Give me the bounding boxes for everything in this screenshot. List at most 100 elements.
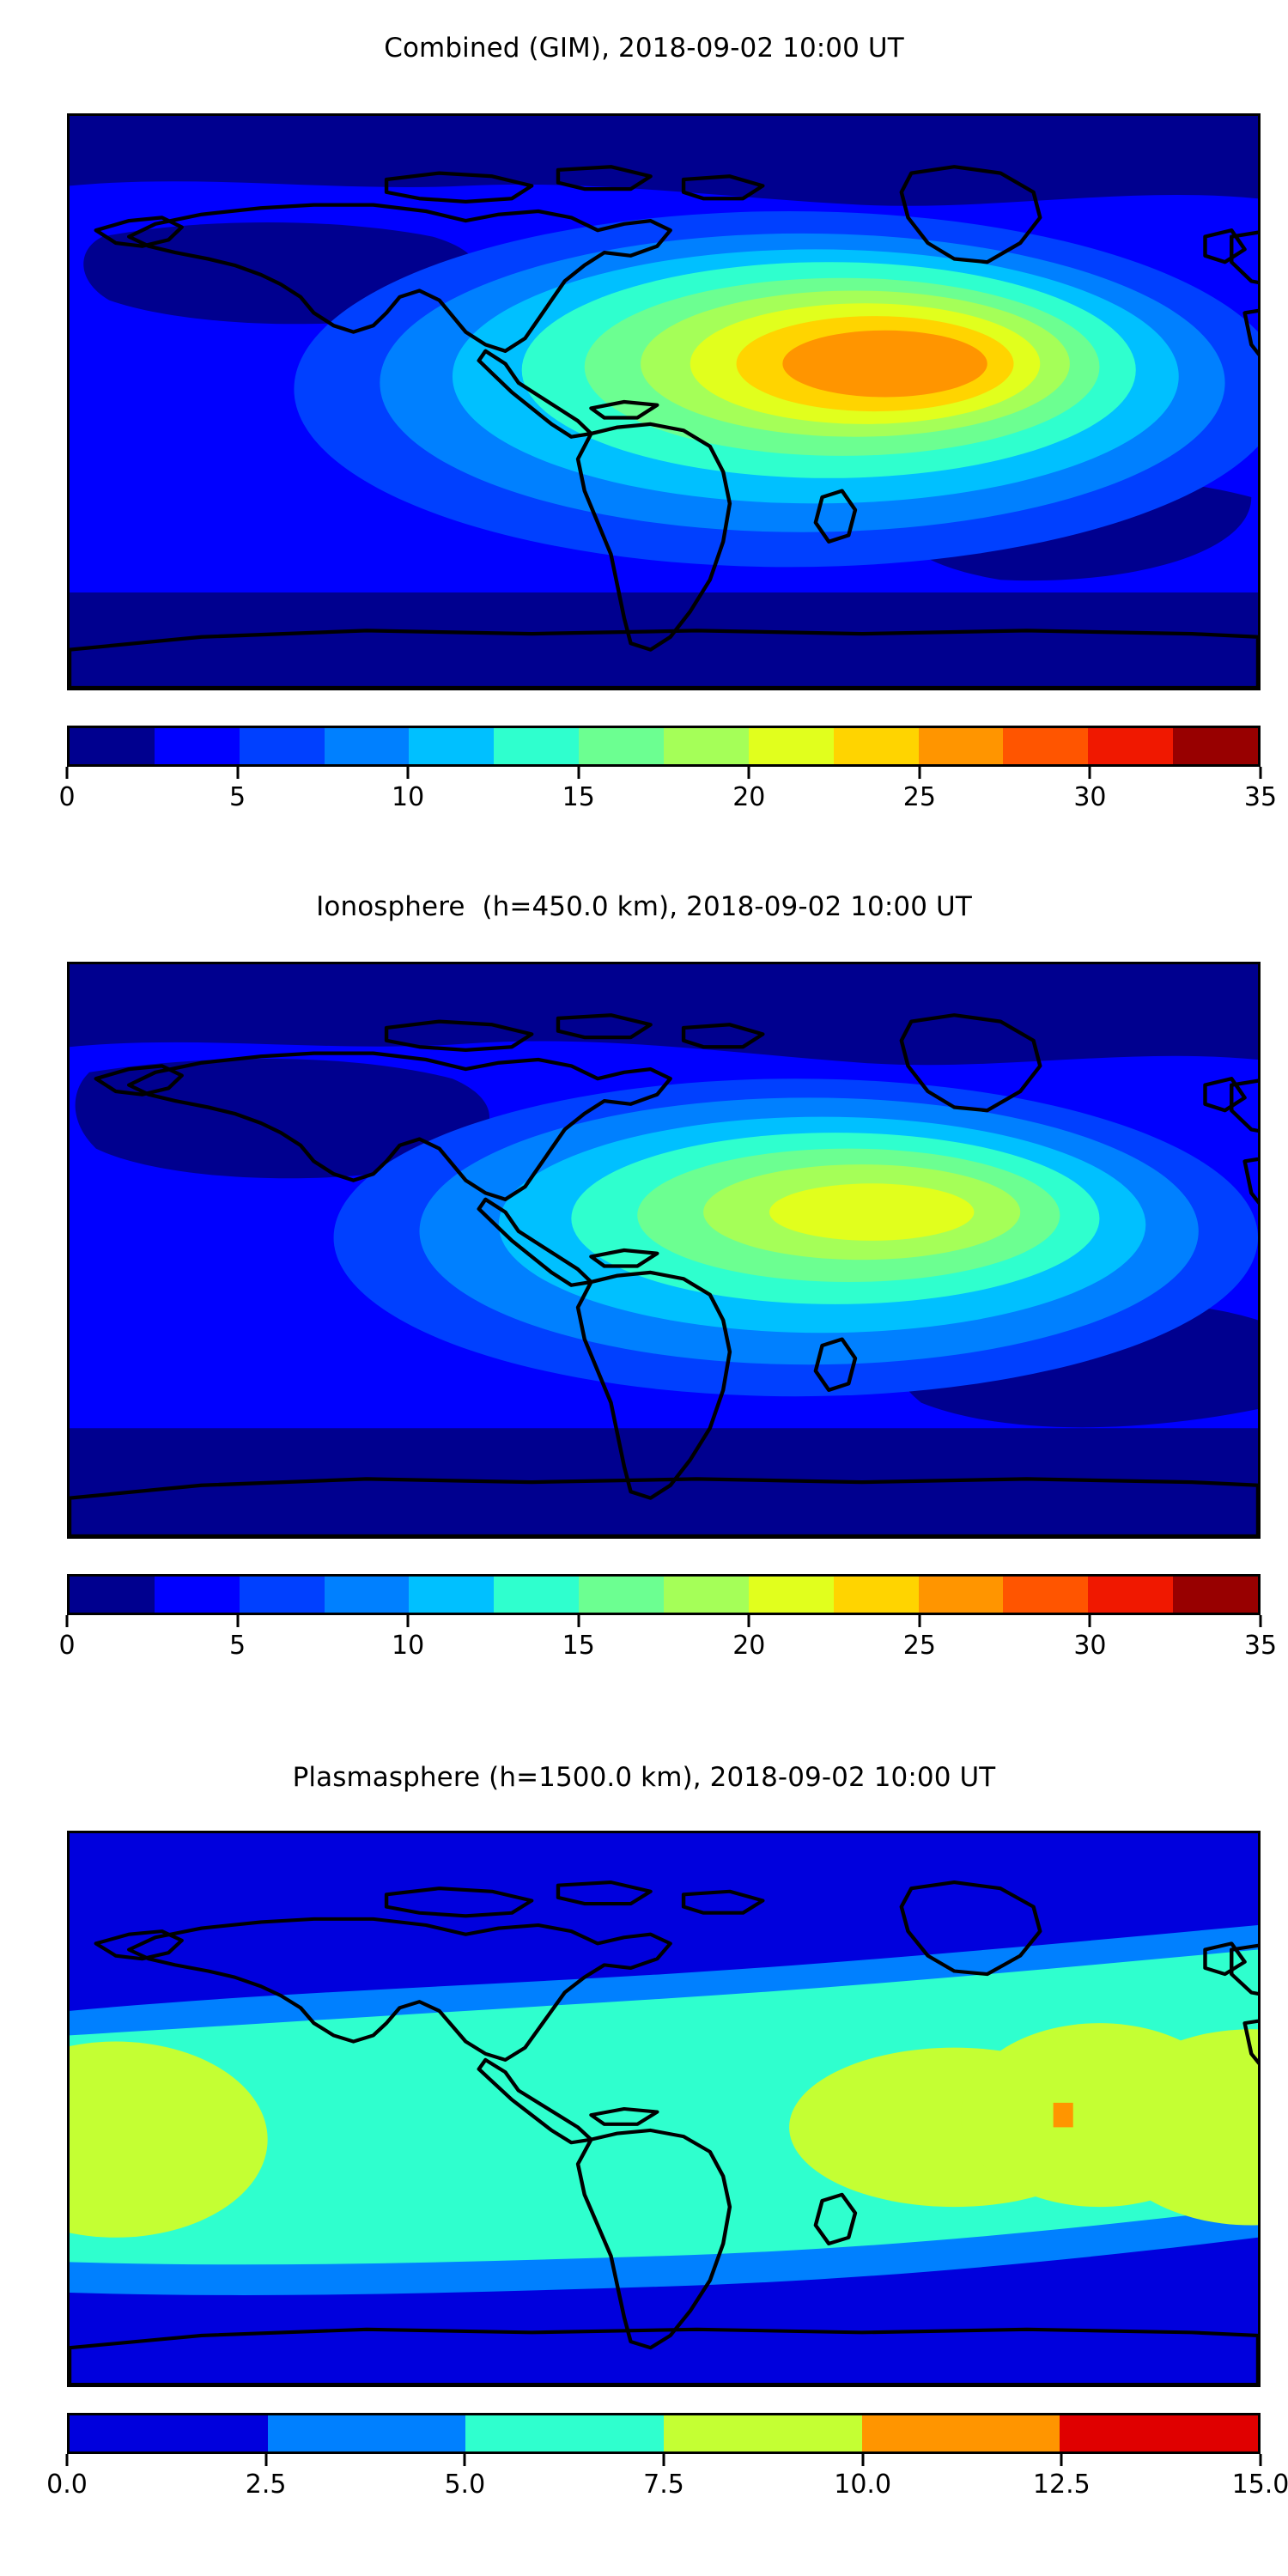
colorbar-tick-label-0: 0 bbox=[58, 1631, 76, 1661]
colorbar-tick-5 bbox=[918, 767, 921, 779]
panel-title-combined: Combined (GIM), 2018-09-02 10:00 UT bbox=[384, 33, 904, 64]
colorbar-tick-6 bbox=[1259, 2454, 1262, 2466]
colorbar-tick-label-6: 15.0 bbox=[1231, 2470, 1288, 2500]
colorbar-tick-label-0: 0 bbox=[58, 782, 76, 812]
colorbar-tick-6 bbox=[1088, 767, 1091, 779]
colorbar-tick-3 bbox=[662, 2454, 665, 2466]
colorbar-tick-label-5: 12.5 bbox=[1032, 2470, 1091, 2500]
colorbar-band-1 bbox=[154, 1577, 240, 1613]
colorbar-combined: 0 5 10 15 20 25 30 35 bbox=[58, 726, 1277, 812]
map-canvas-combined bbox=[70, 116, 1258, 688]
colorbar-tick-5 bbox=[1060, 2454, 1063, 2466]
colorbar-tick-5 bbox=[918, 1615, 921, 1627]
colorbar-tick-7 bbox=[1259, 767, 1262, 779]
colorbar-tick-0 bbox=[65, 767, 69, 779]
colorbar-band-10 bbox=[918, 1577, 1004, 1613]
colorbar-tick-label-7: 35 bbox=[1243, 1631, 1278, 1661]
colorbar-tick-label-7: 35 bbox=[1243, 782, 1278, 812]
colorbar-tick-2 bbox=[406, 767, 410, 779]
map-combined-gim bbox=[67, 113, 1261, 690]
colorbar-band-1 bbox=[154, 728, 240, 764]
map-plasmasphere bbox=[67, 1831, 1261, 2387]
colorbar-tick-label-3: 15 bbox=[562, 1631, 595, 1661]
colorbar-band-5 bbox=[494, 728, 580, 764]
colorbar-tick-label-5: 25 bbox=[902, 782, 936, 812]
colorbar-tick-1 bbox=[236, 1615, 240, 1627]
colorbar-tick-3 bbox=[577, 1615, 580, 1627]
colorbar-band-11 bbox=[1003, 728, 1089, 764]
colorbar-band-9 bbox=[833, 728, 919, 764]
panel-title-ionosphere: Ionosphere (h=450.0 km), 2018-09-02 10:0… bbox=[316, 891, 972, 922]
colorbar-band-7 bbox=[664, 728, 749, 764]
colorbar-combined-bands bbox=[67, 726, 1261, 767]
colorbar-band-5 bbox=[1060, 2415, 1259, 2451]
colorbar-tick-0 bbox=[65, 1615, 69, 1627]
colorbar-band-10 bbox=[918, 728, 1004, 764]
colorbar-combined-ticks bbox=[65, 767, 1262, 779]
colorbar-band-1 bbox=[267, 2415, 466, 2451]
colorbar-tick-label-3: 15 bbox=[562, 782, 595, 812]
colorbar-band-2 bbox=[239, 1577, 325, 1613]
panel-title-plasmasphere: Plasmasphere (h=1500.0 km), 2018-09-02 1… bbox=[292, 1762, 996, 1793]
colorbar-band-12 bbox=[1088, 728, 1174, 764]
colorbar-band-6 bbox=[579, 728, 665, 764]
colorbar-ionosphere-ticks bbox=[65, 1615, 1262, 1627]
colorbar-tick-label-6: 30 bbox=[1073, 1631, 1107, 1661]
colorbar-tick-6 bbox=[1088, 1615, 1091, 1627]
colorbar-plasmasphere: 0.0 2.5 5.0 7.5 10.0 12.5 15.0 bbox=[46, 2413, 1288, 2500]
colorbar-tick-label-2: 10 bbox=[392, 782, 425, 812]
colorbar-band-8 bbox=[748, 728, 834, 764]
colorbar-band-3 bbox=[664, 2415, 862, 2451]
colorbar-tick-4 bbox=[747, 767, 750, 779]
colorbar-band-9 bbox=[833, 1577, 919, 1613]
panel-combined-gim: Combined (GIM), 2018-09-02 10:00 UT bbox=[0, 0, 1288, 859]
colorbar-tick-label-4: 10.0 bbox=[834, 2470, 892, 2500]
colorbar-tick-label-6: 30 bbox=[1073, 782, 1107, 812]
colorbar-band-5 bbox=[494, 1577, 580, 1613]
colorbar-tick-4 bbox=[861, 2454, 865, 2466]
colorbar-band-4 bbox=[409, 1577, 495, 1613]
colorbar-tick-7 bbox=[1259, 1615, 1262, 1627]
colorbar-band-6 bbox=[579, 1577, 665, 1613]
colorbar-tick-3 bbox=[577, 767, 580, 779]
colorbar-tick-label-1: 5 bbox=[229, 782, 246, 812]
colorbar-band-2 bbox=[239, 728, 325, 764]
panel-ionosphere: Ionosphere (h=450.0 km), 2018-09-02 10:0… bbox=[0, 859, 1288, 1717]
colorbar-tick-label-4: 20 bbox=[732, 1631, 766, 1661]
colorbar-tick-label-1: 5 bbox=[229, 1631, 246, 1661]
map-ionosphere bbox=[67, 962, 1261, 1539]
colorbar-plasmasphere-labels: 0.0 2.5 5.0 7.5 10.0 12.5 15.0 bbox=[46, 2470, 1288, 2504]
colorbar-band-0 bbox=[70, 1577, 155, 1613]
colorbar-band-4 bbox=[861, 2415, 1060, 2451]
colorbar-band-4 bbox=[409, 728, 495, 764]
colorbar-tick-4 bbox=[747, 1615, 750, 1627]
colorbar-tick-0 bbox=[65, 2454, 69, 2466]
panel-plasmasphere: Plasmasphere (h=1500.0 km), 2018-09-02 1… bbox=[0, 1717, 1288, 2576]
map-canvas-ionosphere bbox=[70, 964, 1258, 1536]
colorbar-band-0 bbox=[70, 2415, 268, 2451]
map-canvas-plasmasphere bbox=[70, 1833, 1258, 2385]
colorbar-tick-label-4: 20 bbox=[732, 782, 766, 812]
colorbar-ionosphere: 0 5 10 15 20 25 30 35 bbox=[58, 1574, 1277, 1661]
colorbar-band-7 bbox=[664, 1577, 749, 1613]
colorbar-band-11 bbox=[1003, 1577, 1089, 1613]
colorbar-tick-2 bbox=[406, 1615, 410, 1627]
colorbar-band-2 bbox=[465, 2415, 665, 2451]
colorbar-combined-labels: 0 5 10 15 20 25 30 35 bbox=[58, 782, 1277, 817]
colorbar-plasmasphere-bands bbox=[67, 2413, 1261, 2454]
colorbar-band-3 bbox=[324, 728, 410, 764]
colorbar-band-0 bbox=[70, 728, 155, 764]
colorbar-band-13 bbox=[1173, 1577, 1259, 1613]
colorbar-tick-label-5: 25 bbox=[902, 1631, 936, 1661]
colorbar-tick-label-2: 10 bbox=[392, 1631, 425, 1661]
colorbar-tick-label-0: 0.0 bbox=[46, 2470, 88, 2500]
colorbar-tick-1 bbox=[264, 2454, 268, 2466]
colorbar-tick-2 bbox=[463, 2454, 466, 2466]
colorbar-tick-label-2: 5.0 bbox=[444, 2470, 486, 2500]
colorbar-ionosphere-labels: 0 5 10 15 20 25 30 35 bbox=[58, 1631, 1277, 1665]
colorbar-ionosphere-bands bbox=[67, 1574, 1261, 1615]
colorbar-plasmasphere-ticks bbox=[65, 2454, 1262, 2466]
colorbar-tick-1 bbox=[236, 767, 240, 779]
colorbar-band-3 bbox=[324, 1577, 410, 1613]
